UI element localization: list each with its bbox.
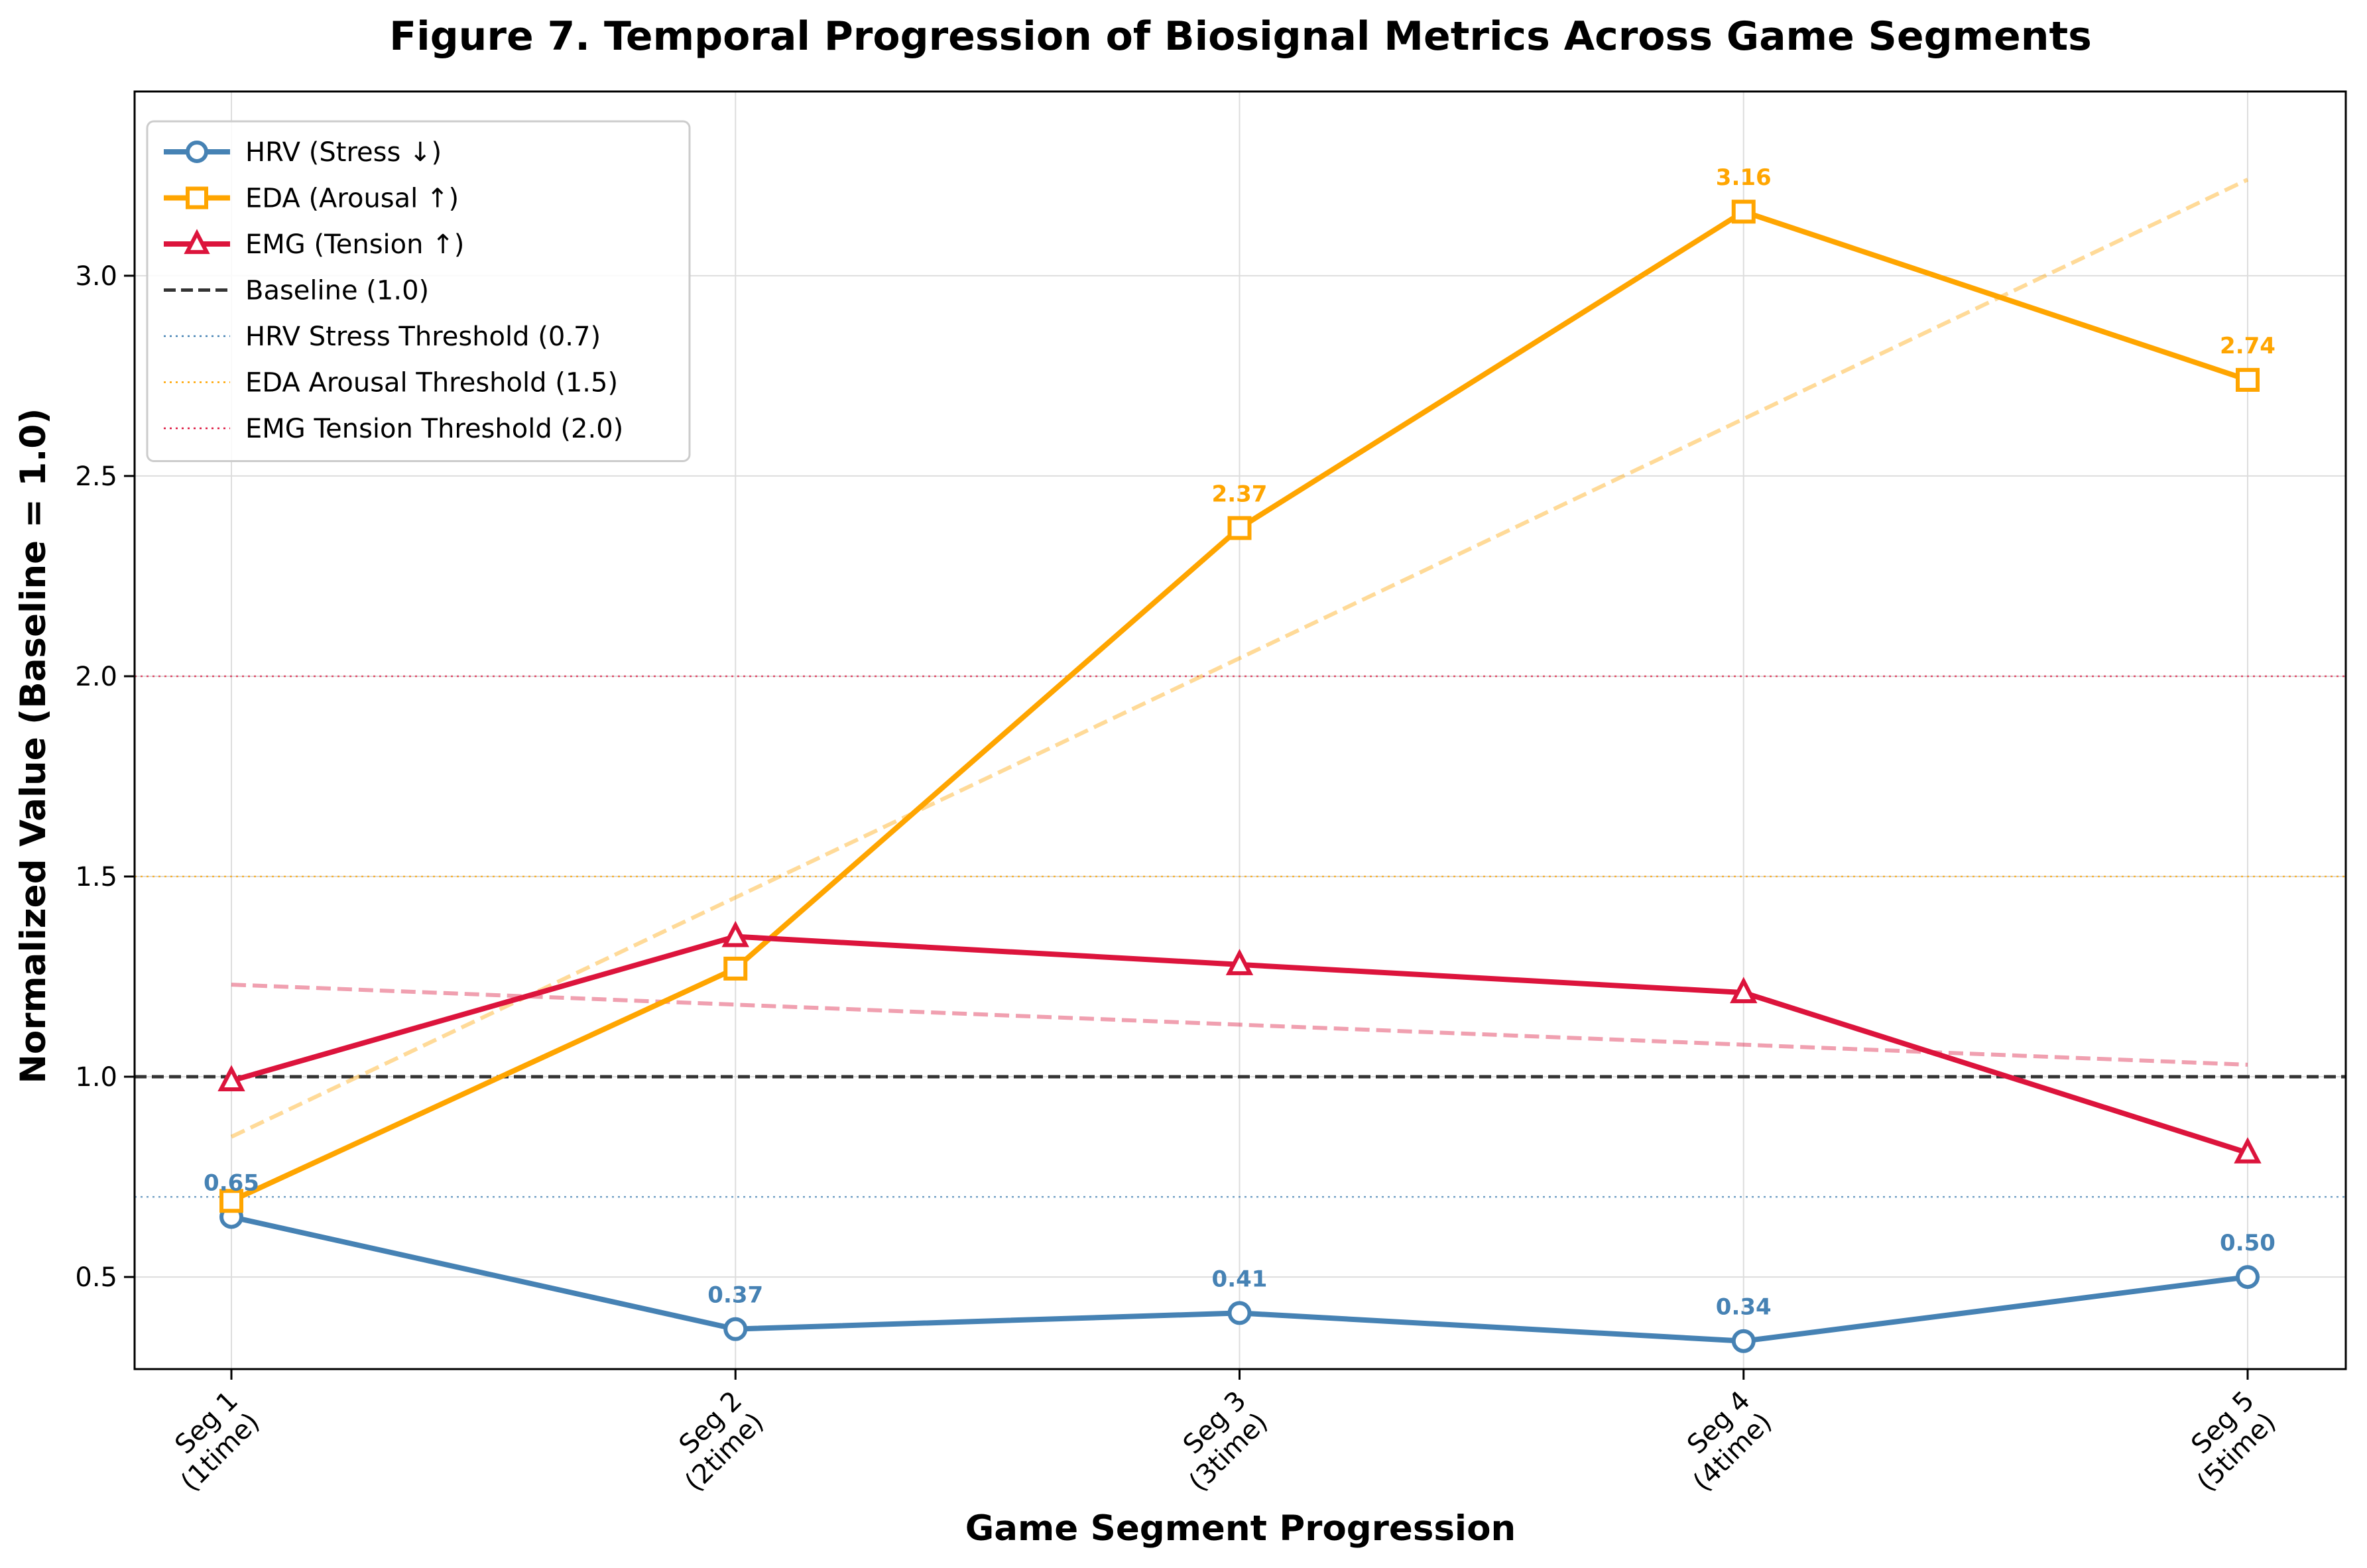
- legend-label: EDA (Arousal ↑): [245, 184, 459, 214]
- legend-item: EDA (Arousal ↑): [164, 184, 459, 214]
- trend-line-emg: [231, 983, 2248, 1067]
- legend-label: HRV (Stress ↓): [245, 137, 442, 168]
- legend-item: HRV (Stress ↓): [164, 137, 442, 168]
- x-axis-ticks: Seg 1(1time) Seg 2(2time) Seg 3(3time) Seg …: [154, 1369, 2282, 1498]
- chart-title: Figure 7. Temporal Progression of Biosig…: [389, 13, 2092, 60]
- data-point-hrv: [2236, 1265, 2260, 1290]
- data-label-hrv: 0.37: [707, 1282, 763, 1309]
- data-label-hrv: 0.41: [1212, 1266, 1268, 1292]
- data-label-eda: 2.37: [1212, 481, 1268, 507]
- y-tick-label: 2.0: [75, 662, 117, 692]
- data-label-eda: 2.74: [2220, 333, 2276, 359]
- data-point-emg: [1225, 949, 1254, 975]
- data-point-hrv: [1731, 1329, 1756, 1353]
- legend-swatch-marker: [186, 141, 208, 163]
- legend-label: Baseline (1.0): [245, 276, 429, 306]
- legend-item: Baseline (1.0): [164, 276, 429, 306]
- legend-label: EMG Tension Threshold (2.0): [245, 414, 623, 444]
- y-tick-label: 1.5: [75, 862, 117, 892]
- data-point-eda: [723, 956, 748, 981]
- x-tick-label: Seg 4(4time): [1666, 1386, 1778, 1498]
- series-eda: [219, 200, 2260, 1213]
- series-hrv: [219, 1205, 2260, 1353]
- data-label-hrv: 0.50: [2220, 1230, 2276, 1256]
- x-axis-label: Game Segment Progression: [965, 1508, 1516, 1549]
- legend-item: EDA Arousal Threshold (1.5): [164, 368, 618, 398]
- data-label-hrv: 0.34: [1716, 1294, 1772, 1321]
- legend: HRV (Stress ↓) EDA (Arousal ↑) EMG (Tensio…: [146, 120, 691, 462]
- legend-item: EMG (Tension ↑): [164, 229, 464, 260]
- data-point-eda: [1227, 516, 1252, 540]
- data-label-hrv: 0.65: [204, 1170, 259, 1196]
- legend-item: EMG Tension Threshold (2.0): [164, 414, 623, 444]
- legend-label: EMG (Tension ↑): [245, 229, 464, 260]
- y-axis-label: Normalized Value (Baseline = 1.0): [13, 408, 54, 1084]
- series-emg: [217, 920, 2262, 1164]
- data-series: [217, 200, 2262, 1353]
- y-tick-label: 0.5: [75, 1262, 117, 1293]
- legend-swatch-marker: [184, 229, 210, 255]
- data-point-emg: [2234, 1137, 2262, 1164]
- data-labels: 0.65 0.37 0.41 0.34 0.50 2.37 3.16 2.74: [204, 164, 2276, 1320]
- trend-lines: [230, 178, 2249, 1139]
- data-point-hrv: [723, 1317, 748, 1341]
- data-label-eda: 3.16: [1716, 164, 1772, 191]
- x-tick-label: Seg 3(3time): [1162, 1386, 1274, 1498]
- data-point-hrv: [1227, 1301, 1252, 1325]
- x-tick-label: Seg 5(5time): [2170, 1386, 2282, 1498]
- x-tick-label: Seg 2(2time): [658, 1386, 770, 1498]
- data-point-emg: [217, 1065, 245, 1092]
- legend-item: HRV Stress Threshold (0.7): [164, 322, 601, 352]
- y-tick-label: 1.0: [75, 1062, 117, 1093]
- legend-label: HRV Stress Threshold (0.7): [245, 322, 601, 352]
- data-point-eda: [219, 1189, 243, 1213]
- data-point-emg: [721, 920, 749, 947]
- data-point-eda: [1731, 200, 1756, 224]
- data-point-eda: [2236, 367, 2260, 392]
- legend-swatch-marker: [186, 186, 208, 210]
- y-axis-ticks: 0.5 1.0 1.5 2.0 2.5 3.0: [75, 261, 135, 1293]
- y-tick-label: 3.0: [75, 261, 117, 292]
- y-tick-label: 2.5: [75, 461, 117, 492]
- legend-label: EDA Arousal Threshold (1.5): [245, 368, 618, 398]
- trend-line-eda: [230, 178, 2249, 1139]
- x-tick-label: Seg 1(1time): [154, 1386, 266, 1498]
- data-point-emg: [1730, 977, 1758, 1004]
- legend-box: [146, 120, 691, 462]
